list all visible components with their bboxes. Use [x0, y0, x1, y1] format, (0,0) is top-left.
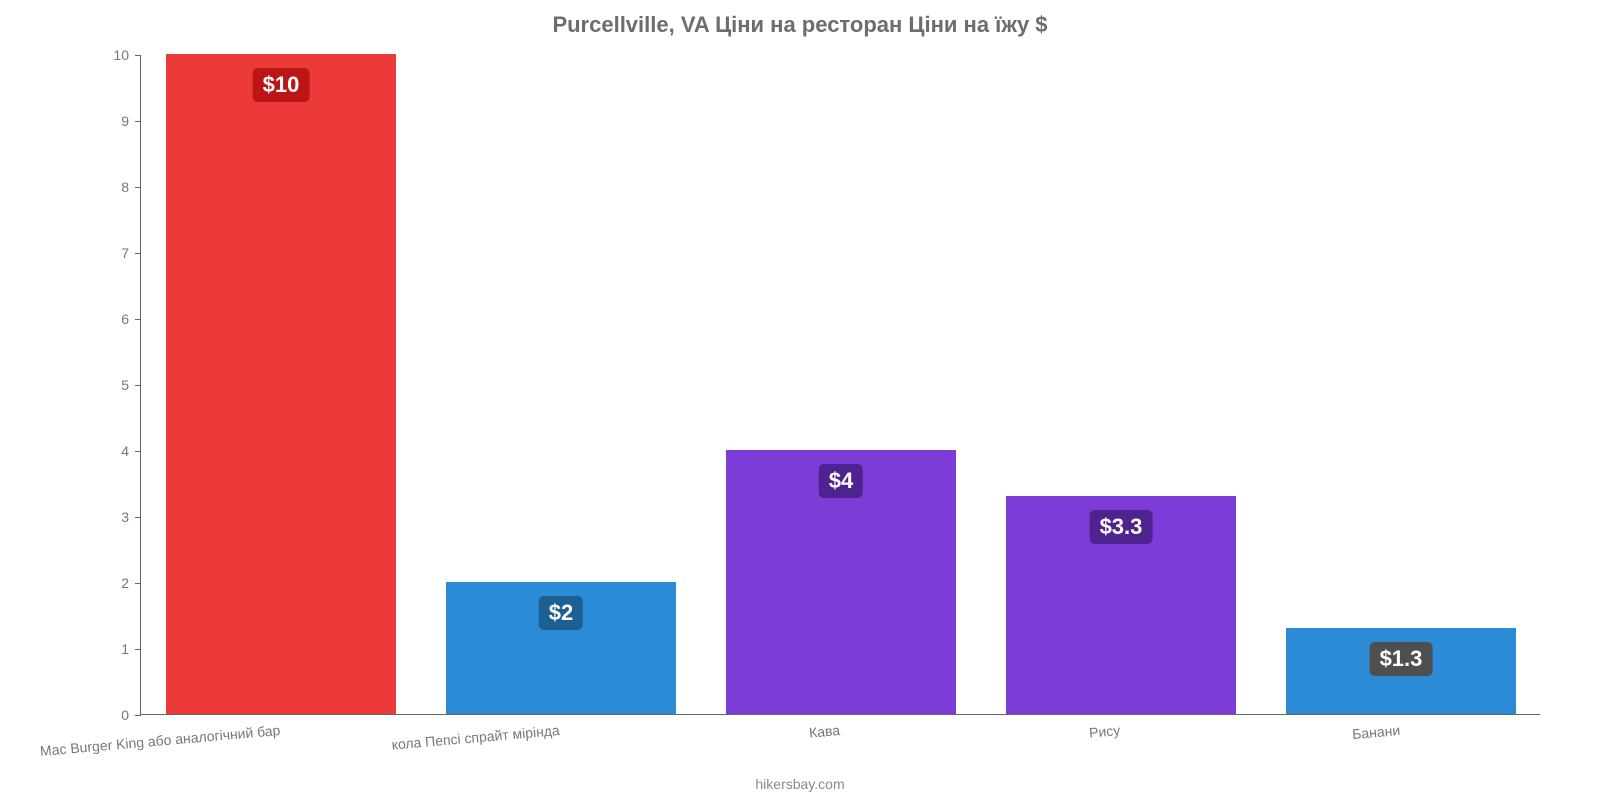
y-tick-mark: [135, 451, 141, 452]
y-tick-mark: [135, 121, 141, 122]
y-tick-mark: [135, 319, 141, 320]
y-tick-mark: [135, 253, 141, 254]
bar-value-label: $2: [539, 596, 583, 630]
y-tick-label: 1: [121, 641, 129, 657]
y-tick-label: 3: [121, 509, 129, 525]
y-tick-mark: [135, 55, 141, 56]
chart-plot-area: 012345678910$10Мас Burger King або анало…: [140, 55, 1540, 715]
y-tick-label: 9: [121, 113, 129, 129]
y-tick-label: 5: [121, 377, 129, 393]
x-tick-label: Мас Burger King або аналогічний бар: [39, 722, 281, 759]
y-tick-label: 4: [121, 443, 129, 459]
x-tick-label: Кава: [808, 722, 840, 741]
bar: $10: [166, 54, 396, 714]
bar: $2: [446, 582, 676, 714]
y-tick-label: 2: [121, 575, 129, 591]
chart-title: Purcellville, VA Ціни на ресторан Ціни н…: [0, 12, 1600, 38]
y-tick-label: 6: [121, 311, 129, 327]
y-tick-mark: [135, 517, 141, 518]
y-tick-label: 10: [113, 47, 129, 63]
bar: $4: [726, 450, 956, 714]
y-tick-label: 8: [121, 179, 129, 195]
y-tick-mark: [135, 583, 141, 584]
bar: $1.3: [1286, 628, 1516, 714]
bar-value-label: $3.3: [1090, 510, 1153, 544]
y-tick-label: 7: [121, 245, 129, 261]
bar-value-label: $4: [819, 464, 863, 498]
x-tick-label: Банани: [1351, 722, 1400, 742]
x-tick-label: кола Пепсі спрайт мірінда: [391, 722, 560, 753]
bar: $3.3: [1006, 496, 1236, 714]
y-tick-label: 0: [121, 707, 129, 723]
chart-attribution: hikersbay.com: [0, 776, 1600, 792]
y-tick-mark: [135, 715, 141, 716]
bar-value-label: $1.3: [1370, 642, 1433, 676]
bar-value-label: $10: [253, 68, 310, 102]
y-tick-mark: [135, 649, 141, 650]
y-tick-mark: [135, 187, 141, 188]
y-tick-mark: [135, 385, 141, 386]
x-tick-label: Рису: [1088, 722, 1120, 741]
